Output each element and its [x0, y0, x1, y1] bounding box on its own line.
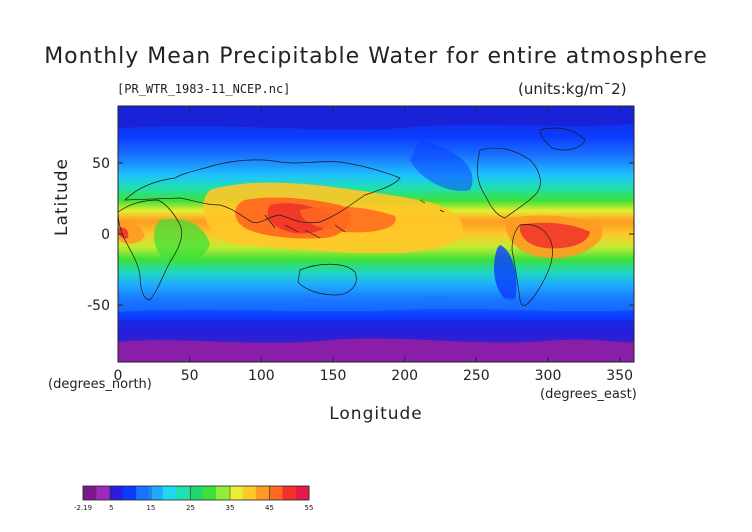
colorbar-cell [229, 486, 244, 500]
y-axis-unit: (degrees_north) [48, 377, 152, 392]
continent-outlines [118, 127, 586, 306]
colorbar-cell [242, 486, 257, 500]
colorbar-cell [189, 486, 204, 500]
colorbar-label: 55 [305, 504, 314, 512]
colorbar-labels: -2.19 5 15 25 35 45 55 [74, 486, 314, 512]
colorbar-label: 15 [146, 504, 155, 512]
colorbar-cells [83, 486, 310, 500]
colorbar-label: 25 [186, 504, 195, 512]
colorbar-cell [176, 486, 190, 500]
x-tick-label: 350 [606, 368, 633, 384]
colorbar-cell [149, 486, 164, 500]
colorbar-cell [109, 486, 124, 500]
x-tick-label: 100 [248, 368, 275, 384]
axis-ticks: 0 50 100 150 200 250 300 350 50 0 -50 [87, 106, 634, 384]
y-tick-label: 50 [92, 156, 110, 172]
colorbar-label: -2.19 [74, 504, 92, 512]
x-tick-label: 200 [391, 368, 418, 384]
colorbar-cell [122, 486, 137, 500]
x-tick-label: 150 [320, 368, 347, 384]
colorbar-cell [136, 486, 150, 500]
y-axis-title: Latitude [52, 158, 72, 236]
colorbar-cell [162, 486, 177, 500]
colorbar-label: 45 [265, 504, 274, 512]
map-plot-area [118, 106, 634, 362]
colorbar-label: 35 [226, 504, 235, 512]
colorbar-cell [215, 486, 230, 500]
field-features [118, 106, 634, 362]
y-tick-label: -50 [87, 298, 110, 314]
x-tick-label: 300 [535, 368, 562, 384]
x-tick-label: 250 [463, 368, 490, 384]
colorbar-label: 5 [109, 504, 113, 512]
x-tick-label: 50 [181, 368, 199, 384]
x-axis-unit: (degrees_east) [540, 387, 637, 402]
colorbar-cell [96, 486, 111, 500]
figure-title: Monthly Mean Precipitable Water for enti… [44, 44, 708, 69]
y-tick-label: 0 [101, 227, 110, 243]
x-axis-title: Longitude [329, 404, 423, 424]
colorbar-cell [255, 486, 270, 500]
colorbar-cell [295, 486, 310, 500]
colorbar-cell [202, 486, 217, 500]
colorbar-cell [269, 486, 283, 500]
units-label: (units:kg/m¯2) [518, 80, 627, 98]
colorbar: -2.19 5 15 25 35 45 55 [74, 485, 314, 512]
colorbar-cell [282, 486, 297, 500]
colorbar-cell [83, 486, 97, 500]
x-tick-label: 0 [114, 368, 123, 384]
file-label: [PR_WTR_1983-11_NCEP.nc] [117, 82, 291, 96]
